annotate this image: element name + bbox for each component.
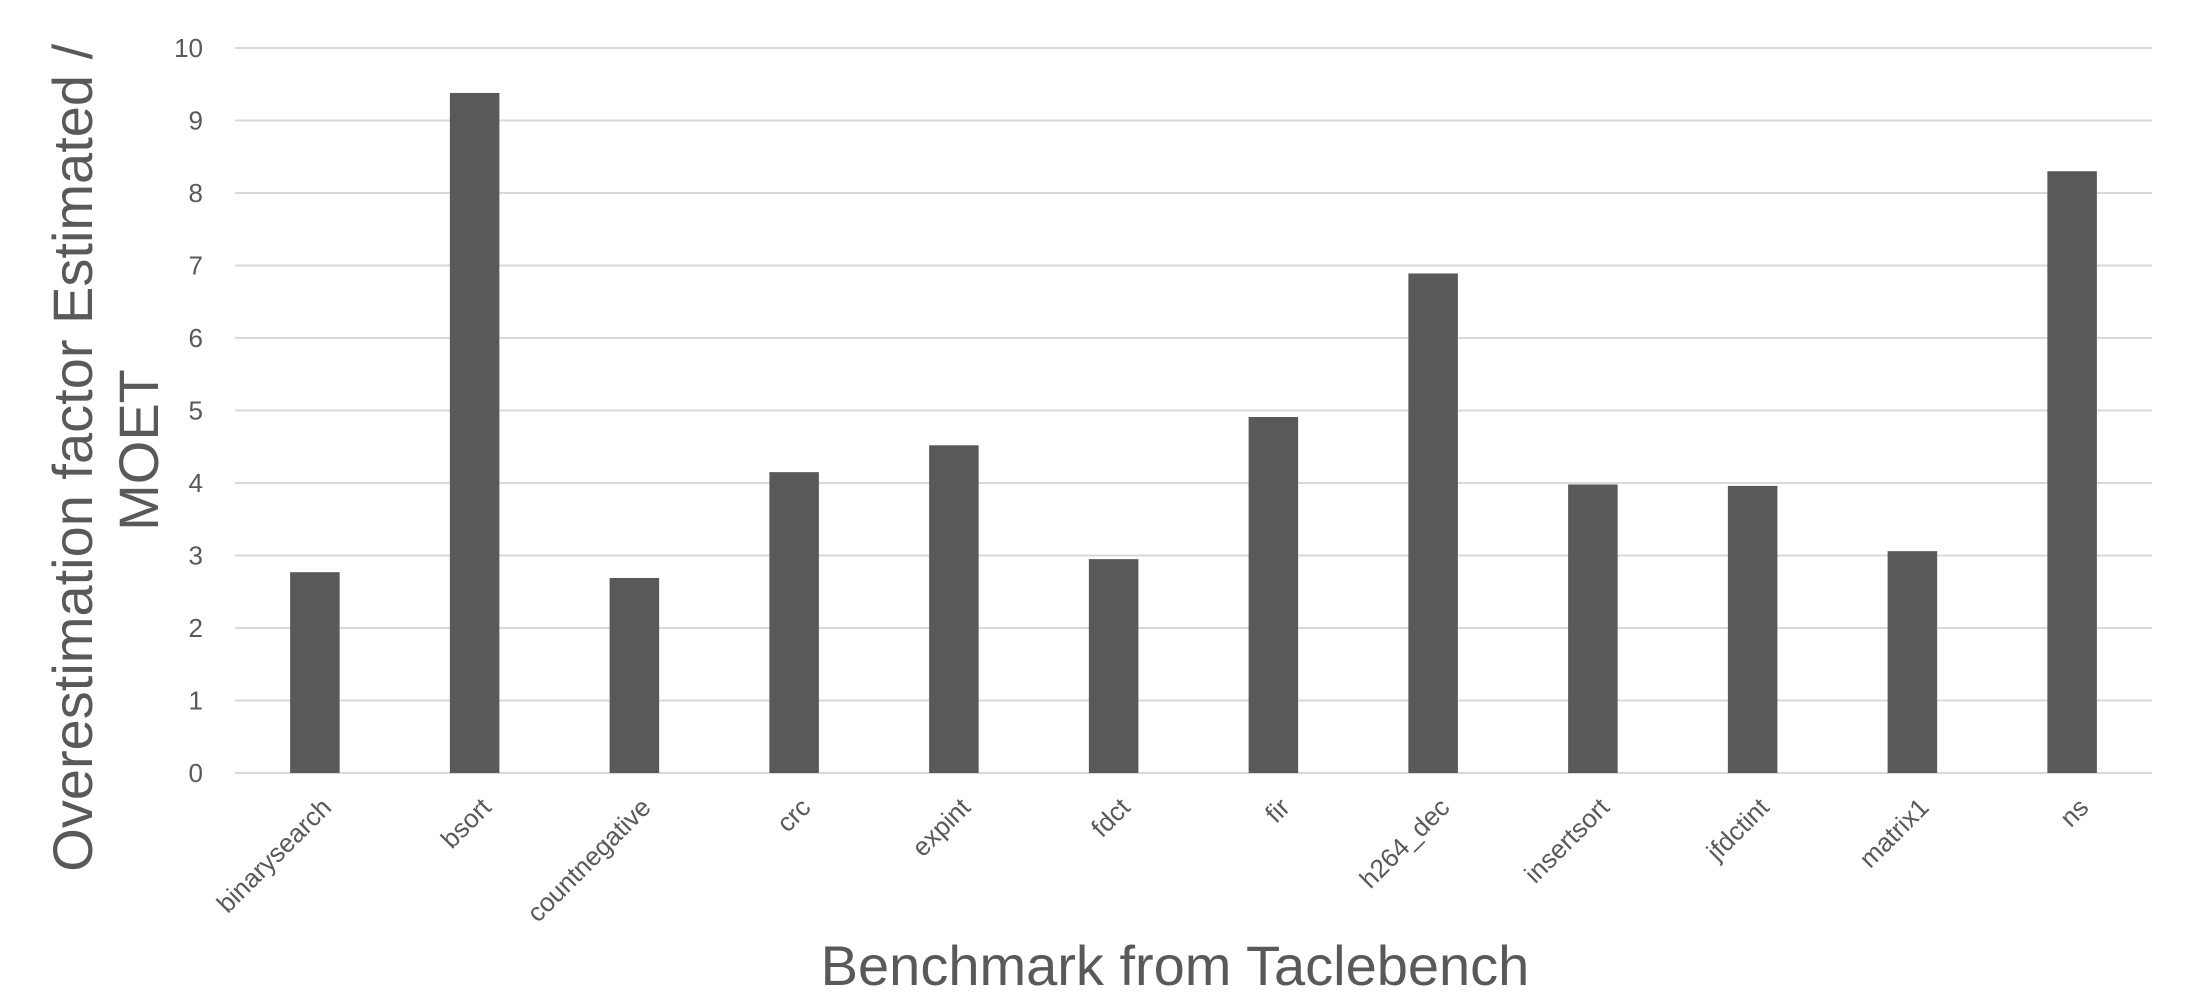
gridlines [235,47,2152,774]
y-tick-label: 1 [189,686,203,716]
x-tick-label: matrix1 [1853,792,1934,873]
x-tick-label: ns [2054,792,2095,833]
bar [1887,551,1938,773]
bar [1408,273,1458,773]
bar [290,572,340,773]
bar [1568,484,1618,773]
y-tick-label: 2 [189,613,203,643]
bar [769,472,819,773]
bar [449,92,500,773]
bars [290,92,2097,773]
x-tick-label: bsort [435,791,498,854]
bar [929,445,979,773]
bar [1727,485,1778,773]
x-tick-label: crc [771,792,817,838]
x-tick-label: countnegative [521,792,657,928]
x-axis-ticks: binarysearch bsort countnegative crc expint f… [211,791,2095,927]
x-tick-label: insertsort [1518,791,1615,888]
bar [1088,559,1139,773]
y-axis-ticks: 0 1 2 3 4 5 6 7 8 9 10 [174,33,203,788]
y-axis-title-line-2: MOET [107,369,170,531]
y-tick-label: 5 [189,396,203,426]
bar [1248,417,1299,773]
x-tick-label: expint [906,791,977,862]
bar [2047,171,2097,773]
y-tick-label: 4 [189,468,203,498]
y-axis-title: Overestimation factor Estimated / MOET [41,28,170,871]
y-tick-label: 3 [189,541,203,571]
x-tick-label: binarysearch [211,792,337,918]
y-tick-label: 10 [174,33,203,63]
bar [609,577,660,773]
y-tick-label: 0 [189,758,203,788]
y-axis-title-line-1: Overestimation factor Estimated / [41,43,104,871]
x-tick-label: jfdctint [1700,791,1776,867]
x-axis-title: Benchmark from Taclebench [821,934,1530,997]
x-tick-label: fdct [1085,791,1136,842]
y-tick-label: 8 [189,178,203,208]
x-tick-label: h264_dec [1353,792,1455,894]
x-tick-label: fir [1259,792,1296,829]
y-tick-label: 7 [189,251,203,281]
y-tick-label: 9 [189,106,203,136]
y-tick-label: 6 [189,323,203,353]
